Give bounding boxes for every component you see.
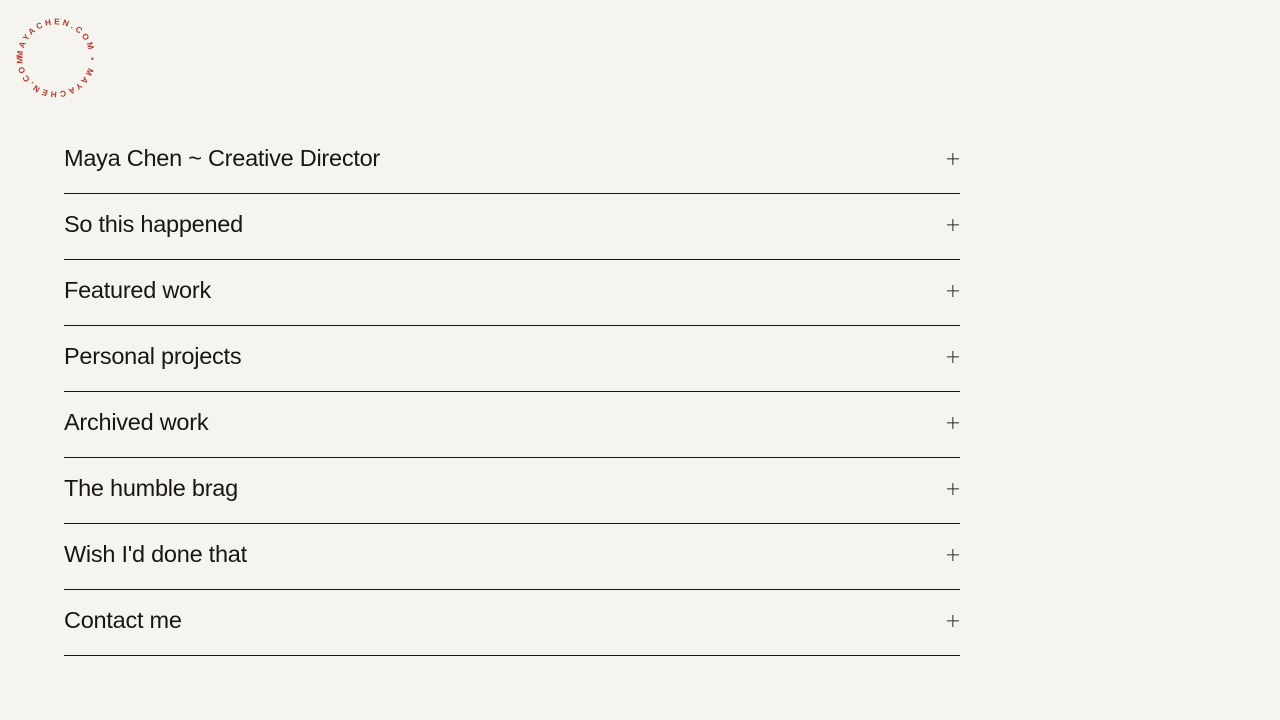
plus-icon[interactable] — [944, 282, 962, 300]
accordion-list: Maya Chen ~ Creative Director So this ha… — [64, 128, 960, 656]
plus-icon[interactable] — [944, 480, 962, 498]
plus-icon[interactable] — [944, 546, 962, 564]
site-logo[interactable]: MAYACHEN.COM • MAYACHEN.COM • — [9, 6, 100, 102]
accordion-row-so-this-happened[interactable]: So this happened — [64, 194, 960, 260]
accordion-row-contact-me[interactable]: Contact me — [64, 590, 960, 656]
accordion-row-archived-work[interactable]: Archived work — [64, 392, 960, 458]
accordion-row-personal-projects[interactable]: Personal projects — [64, 326, 960, 392]
accordion-label: Personal projects — [64, 342, 242, 369]
accordion-label: Maya Chen ~ Creative Director — [64, 144, 381, 171]
accordion-label: So this happened — [64, 210, 243, 237]
accordion-row-the-humble-brag[interactable]: The humble brag — [64, 458, 960, 524]
plus-icon[interactable] — [944, 216, 962, 234]
plus-icon[interactable] — [944, 612, 962, 630]
logo-ring-text: MAYACHEN.COM • MAYACHEN.COM • — [9, 6, 97, 100]
accordion-label: The humble brag — [64, 474, 238, 501]
accordion-label: Wish I'd done that — [64, 540, 247, 567]
accordion-label: Featured work — [64, 276, 211, 303]
accordion-row-wish-id-done-that[interactable]: Wish I'd done that — [64, 524, 960, 590]
plus-icon[interactable] — [944, 348, 962, 366]
accordion-row-maya-chen-creative-director[interactable]: Maya Chen ~ Creative Director — [64, 128, 960, 194]
accordion-label: Archived work — [64, 408, 209, 435]
plus-icon[interactable] — [944, 150, 962, 168]
plus-icon[interactable] — [944, 414, 962, 432]
accordion-label: Contact me — [64, 606, 182, 633]
accordion-row-featured-work[interactable]: Featured work — [64, 260, 960, 326]
